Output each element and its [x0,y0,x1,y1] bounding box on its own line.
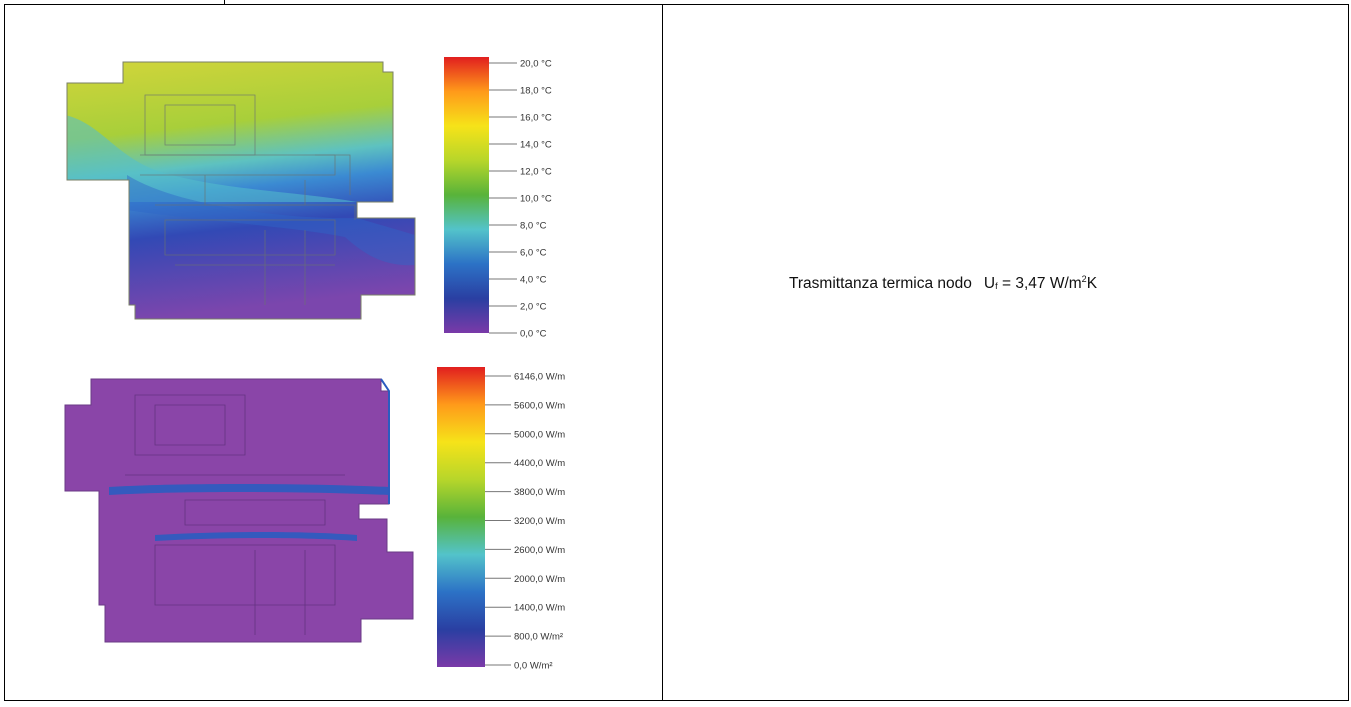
temperature-tick-label: 16,0 °C [520,113,552,124]
note-symbol-subscript: f [995,281,998,291]
thermal-simulation-figure: 20,0 °C 18,0 °C 16,0 °C 14,0 °C 12,0 °C 10,0 … [64,57,565,672]
temperature-tick-label: 12,0 °C [520,167,552,178]
note-equals: = [1001,275,1012,292]
temperature-tick-label: 2,0 °C [520,302,547,313]
heatflux-tick-label: 3800,0 W/m [514,487,565,498]
heatflux-tick-label: 6146,0 W/m [514,372,565,383]
temperature-tick-label: 6,0 °C [520,248,547,259]
temperature-profile [66,61,416,320]
heatflux-legend: 6146,0 W/m 5600,0 W/m 5000,0 W/m 4400,0 W/m… [437,367,565,672]
note-value: 3,47 [1015,275,1046,292]
temperature-legend: 20,0 °C 18,0 °C 16,0 °C 14,0 °C 12,0 °C 10,0 … [444,57,552,340]
note-unit: W/m [1049,275,1082,292]
heatflux-tick-label: 2000,0 W/m [514,574,565,585]
heatflux-colorbar [437,367,485,667]
heatflux-tick-label: 5000,0 W/m [514,429,565,440]
note-unit-superscript: 2 [1081,274,1087,284]
heatflux-profile [64,378,414,643]
heatflux-tick-label: 1400,0 W/m [514,603,565,614]
temperature-tick-label: 8,0 °C [520,221,547,232]
temperature-tick-label: 10,0 °C [520,194,552,205]
temperature-tick-label: 0,0 °C [520,329,547,340]
temperature-tick-label: 20,0 °C [520,59,552,70]
note-label: Trasmittanza termica nodo [789,275,972,292]
top-border-stub [224,0,225,5]
temperature-tick-label: 4,0 °C [520,275,547,286]
note-symbol: U [983,275,996,292]
heatflux-tick-label: 2600,0 W/m [514,545,565,556]
temperature-tick-label: 14,0 °C [520,140,552,151]
thermal-transmittance-note: Trasmittanza termica nodo Uf = 3,47 W/m2K [789,274,1097,293]
note-unit-end: K [1086,275,1098,292]
simulation-figures-cell: 20,0 °C 18,0 °C 16,0 °C 14,0 °C 12,0 °C 10,0 … [4,4,663,701]
heatflux-tick-label: 800,0 W/m² [514,632,563,643]
temperature-colorbar [444,57,489,333]
heatflux-tick-label: 5600,0 W/m [514,400,565,411]
heatflux-tick-label: 4400,0 W/m [514,458,565,469]
temperature-tick-label: 18,0 °C [520,86,552,97]
result-cell [662,4,1349,701]
heatflux-tick-label: 3200,0 W/m [514,516,565,527]
heatflux-tick-label: 0,0 W/m² [514,661,553,672]
